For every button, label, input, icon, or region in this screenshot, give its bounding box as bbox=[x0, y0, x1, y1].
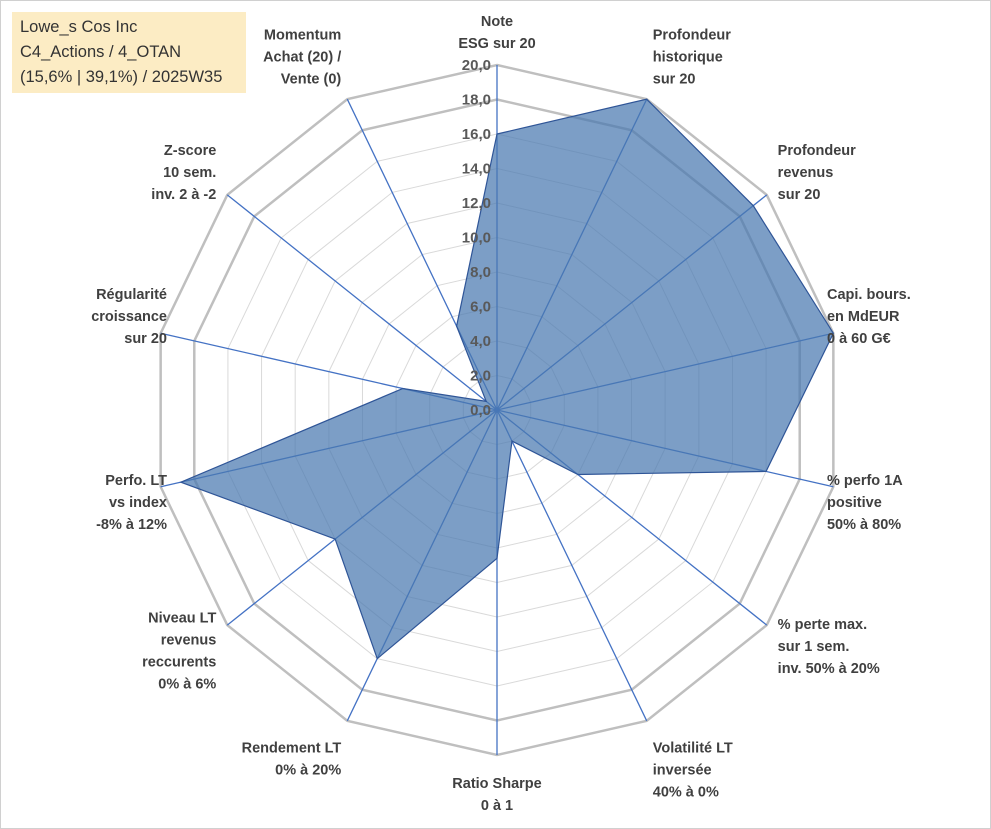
title-line-1: Lowe_s Cos Inc bbox=[20, 18, 138, 36]
tick-label: 20,0 bbox=[462, 57, 491, 74]
axis-label: sur 1 sem. bbox=[778, 639, 850, 655]
axis-label: sur 20 bbox=[778, 187, 821, 203]
axis-label: Ratio Sharpe bbox=[452, 776, 541, 792]
axis-label: Profondeur bbox=[778, 143, 856, 159]
axis-label: 50% à 80% bbox=[827, 517, 901, 533]
tick-label: 14,0 bbox=[462, 161, 491, 178]
tick-label: 0,0 bbox=[470, 402, 491, 419]
tick-label: 2,0 bbox=[470, 368, 491, 385]
axis-label: en MdEUR bbox=[827, 309, 900, 325]
axis-label: vs index bbox=[109, 495, 167, 511]
chart-title-box: Lowe_s Cos Inc C4_Actions / 4_OTAN (15,6… bbox=[12, 12, 246, 93]
axis-label: croissance bbox=[91, 309, 167, 325]
axis-labels: Note ESG sur 20 Profondeur historique sur 20… bbox=[91, 14, 911, 814]
tick-labels: 0,0 2,0 4,0 6,0 8,0 10,0 12,0 14,0 16,0 18,0 20,0 bbox=[462, 57, 491, 419]
axis-spoke bbox=[496, 409, 648, 722]
axis-label: inv. 2 à -2 bbox=[151, 187, 216, 203]
tick-label: 12,0 bbox=[462, 195, 491, 212]
axis-label: -8% à 12% bbox=[96, 517, 167, 533]
axis-label: 0% à 6% bbox=[158, 676, 216, 692]
axis-label: Z-score bbox=[164, 143, 216, 159]
axis-label: revenus bbox=[778, 165, 834, 181]
axis-label: Vente (0) bbox=[281, 72, 342, 88]
axis-label: historique bbox=[653, 50, 723, 66]
axis-label: Capi. bours. bbox=[827, 287, 911, 303]
axis-label: sur 20 bbox=[653, 72, 696, 88]
data-area-layer bbox=[179, 98, 835, 660]
axis-label: 0% à 20% bbox=[275, 762, 341, 778]
axis-label: % perfo 1A bbox=[827, 473, 903, 489]
axis-label: Perfo. LT bbox=[105, 473, 167, 489]
axis-label: positive bbox=[827, 495, 882, 511]
axis-label: Volatilité LT bbox=[653, 740, 733, 756]
axis-label: Régularité bbox=[96, 287, 167, 303]
title-line-3: (15,6% | 39,1%) / 2025W35 bbox=[20, 68, 223, 86]
axis-label: Rendement LT bbox=[242, 740, 342, 756]
axis-label: Momentum bbox=[264, 28, 341, 44]
axis-label: 40% à 0% bbox=[653, 784, 719, 800]
axis-label: 0 à 60 G€ bbox=[827, 331, 891, 347]
axis-spoke bbox=[226, 194, 498, 411]
axis-label: reccurents bbox=[142, 654, 216, 670]
tick-label: 4,0 bbox=[470, 333, 491, 350]
tick-label: 18,0 bbox=[462, 92, 491, 109]
axis-label: Profondeur bbox=[653, 28, 731, 44]
tick-label: 6,0 bbox=[470, 299, 491, 316]
axis-label: Niveau LT bbox=[148, 610, 216, 626]
tick-label: 10,0 bbox=[462, 230, 491, 247]
axis-label: Note bbox=[481, 14, 513, 30]
tick-label: 8,0 bbox=[470, 264, 491, 281]
axis-label: revenus bbox=[161, 632, 217, 648]
data-area bbox=[179, 98, 835, 660]
axis-label: Achat (20) / bbox=[263, 50, 341, 66]
axis-label: 10 sem. bbox=[163, 165, 216, 181]
title-line-2: C4_Actions / 4_OTAN bbox=[20, 43, 182, 61]
tick-label: 16,0 bbox=[462, 126, 491, 143]
axis-label: 0 à 1 bbox=[481, 798, 513, 814]
axis-label: inversée bbox=[653, 762, 712, 778]
axis-label: % perte max. bbox=[778, 617, 867, 633]
axis-label: ESG sur 20 bbox=[458, 36, 535, 52]
axis-label: inv. 50% à 20% bbox=[778, 661, 880, 677]
axis-label: sur 20 bbox=[124, 331, 167, 347]
